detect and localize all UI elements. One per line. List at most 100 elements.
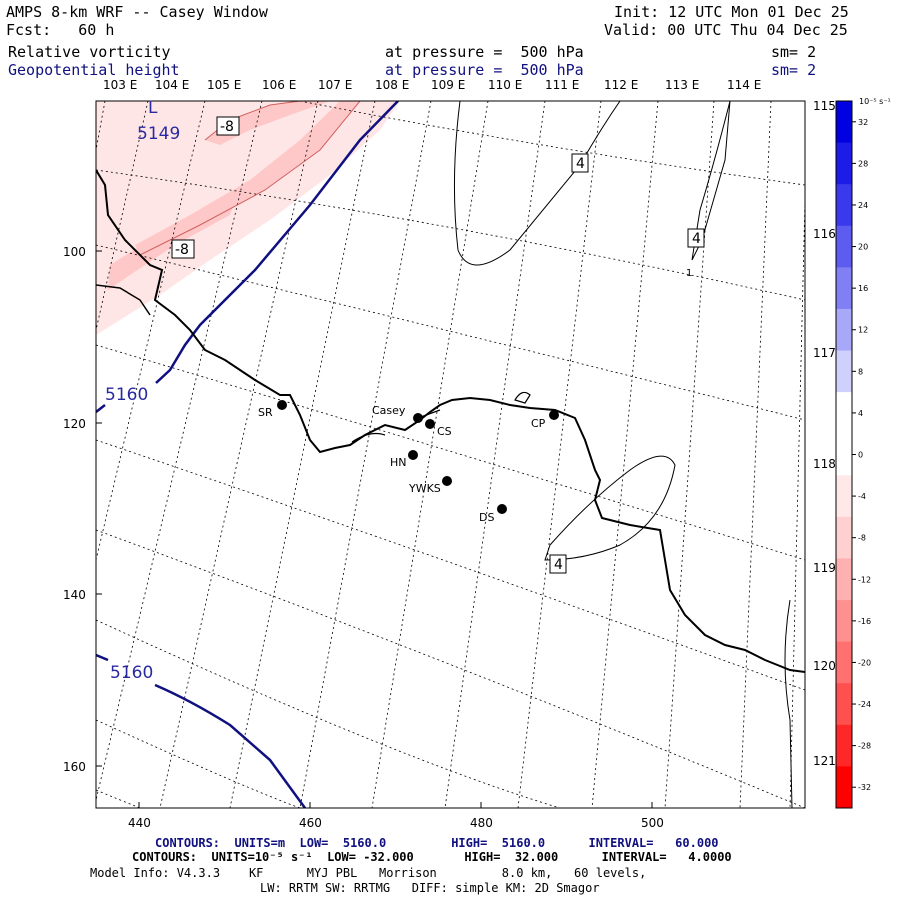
y-tick-label: 160 [63,760,86,774]
height-contour-label: 5160 [110,663,153,683]
colorbar-swatch [836,516,852,559]
lon-label: 111 E [545,78,579,92]
vort-label: 4 [692,231,701,247]
colorbar-unit: 10⁻⁵ s⁻¹ [859,97,891,106]
station-marker-ywks [442,476,452,486]
lon-label: 107 E [318,78,352,92]
field-geopotential: Geopotential height [8,61,180,79]
footer-model-info: Model Info: V4.3.3 KF MYJ PBL Morrison 8… [90,866,647,880]
colorbar-swatch [836,683,852,726]
vort-label: -8 [175,242,189,258]
top-longitude-labels: 103 E 104 E 105 E 106 E 107 E 108 E 109 … [103,78,761,92]
colorbar-tick-label: -28 [858,742,871,751]
colorbar-swatch [836,142,852,185]
vort-label: 4 [554,557,563,573]
colorbar-tick-label: -20 [858,658,871,667]
vorticity-labels: -8 -8 4 4 4 1 [171,116,705,574]
station-label-sr: SR [258,406,273,419]
graticule [96,101,805,808]
colorbar-swatch [836,433,852,476]
colorbar-tick-label: 4 [858,409,863,418]
valid-time: Valid: 00 UTC Thu 04 Dec 25 [604,21,848,39]
lon-label: 110 E [488,78,522,92]
station-label-ds: DS [479,511,494,524]
vorticity-shade-medium [135,101,360,255]
station-marker-ds [497,504,507,514]
footer-physics-info: LW: RRTM SW: RRTMG DIFF: simple KM: 2D S… [260,881,600,895]
map-title: AMPS 8-km WRF -- Casey Window [6,3,268,21]
station-marker-hn [408,450,418,460]
colorbar-swatch [836,558,852,601]
vort-label: 4 [576,156,585,172]
station-marker-cp [549,410,559,420]
colorbar-swatch [836,267,852,310]
height-contours [96,101,399,808]
coastline-west [96,284,151,316]
lon-label: 112 E [604,78,638,92]
station-marker-cs [425,419,435,429]
colorbar-tick-label: 24 [858,201,868,210]
pressure-level-1: at pressure = 500 hPa [385,43,584,61]
coastline [96,169,805,673]
colorbar-swatch [836,641,852,684]
colorbar-swatch [836,308,852,352]
colorbar-swatch [836,101,852,144]
colorbar-tick-label: 16 [858,284,868,293]
colorbar-tick-label: 28 [858,159,868,168]
colorbar-tick-label: 20 [858,243,868,252]
footer-vorticity-contours: CONTOURS: UNITS=10⁻⁵ s⁻¹ LOW= -32.000 HI… [132,850,732,864]
init-time: Init: 12 UTC Mon 01 Dec 25 [614,3,849,21]
colorbar-swatch [836,350,852,393]
field-vorticity: Relative vorticity [8,43,171,61]
colorbar-swatch [836,225,852,268]
station-marker-sr [277,400,287,410]
forecast-hour: Fcst: 60 h [6,21,115,39]
x-tick-label: 440 [128,816,151,830]
station-label-cp: CP [531,417,546,430]
x-tick-label: 500 [641,816,664,830]
y-tick-label: 140 [63,588,86,602]
station-label-hn: HN [390,456,407,469]
vort-label-small: 1 [686,268,692,279]
footer-height-contours: CONTOURS: UNITS=m LOW= 5160.0 HIGH= 5160… [155,836,719,850]
smoothing-1: sm= 2 [771,43,817,61]
height-labels: L 5149 5160 5160 [105,98,180,683]
colorbar-tick-label: -4 [858,492,866,501]
lon-label: 104 E [155,78,189,92]
low-center-label: L [148,98,158,118]
colorbar-tick-label: -16 [858,617,871,626]
height-contour-label: 5160 [105,385,148,405]
pressure-level-2: at pressure = 500 hPa [385,61,584,79]
lon-label: 113 E [665,78,699,92]
x-tick-labels: 440 460 480 500 [128,816,664,830]
station-label-cs: CS [437,425,452,438]
station-label-ywks: YWKS [408,482,441,495]
y-tick-labels: 100 120 140 160 [63,245,86,774]
x-tick-label: 480 [470,816,493,830]
lon-label: 114 E [727,78,761,92]
colorbar-swatch [836,184,852,227]
colorbar-tick-label: 32 [858,118,868,127]
colorbar-tick-label: 8 [858,367,863,376]
colorbar-swatch [836,392,852,435]
lon-label: 105 E [207,78,241,92]
lon-label: 103 E [103,78,137,92]
colorbar-tick-label: 0 [858,451,863,460]
low-center-value: 5149 [137,124,180,144]
vorticity-contours-pos [453,101,793,808]
colorbar-tick-label: -32 [858,783,871,792]
y-tick-label: 100 [63,245,86,259]
lon-label: 106 E [262,78,296,92]
axis-ticks [96,250,653,808]
vorticity-shade-light [96,101,400,335]
colorbar: 32 28 24 20 16 12 8 4 0 -4 -8 -12 -16 -20 -24 -28 -32 [835,100,871,809]
colorbar-swatch [836,475,852,518]
smoothing-2: sm= 2 [771,61,817,79]
stations: SR Casey CS HN YWKS CP DS [258,400,559,524]
y-tick-label: 120 [63,417,86,431]
colorbar-tick-label: 12 [858,326,868,335]
colorbar-swatch [836,600,852,643]
station-label-casey: Casey [372,404,406,417]
colorbar-swatch [836,766,852,809]
